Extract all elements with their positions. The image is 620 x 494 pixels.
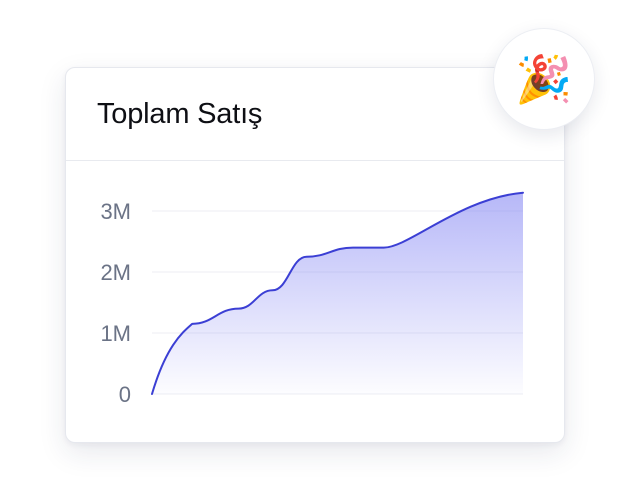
y-tick-label: 0 bbox=[119, 382, 131, 407]
series-line bbox=[151, 191, 524, 395]
party-popper-icon: 🎉 bbox=[515, 52, 573, 106]
card-header: Toplam Satış bbox=[66, 68, 564, 161]
celebration-badge: 🎉 bbox=[493, 28, 595, 130]
y-tick-label: 2M bbox=[100, 260, 131, 285]
y-tick-label: 3M bbox=[100, 199, 131, 224]
series-area bbox=[152, 192, 523, 394]
y-tick-label: 1M bbox=[100, 321, 131, 346]
card-title: Toplam Satış bbox=[97, 97, 263, 130]
